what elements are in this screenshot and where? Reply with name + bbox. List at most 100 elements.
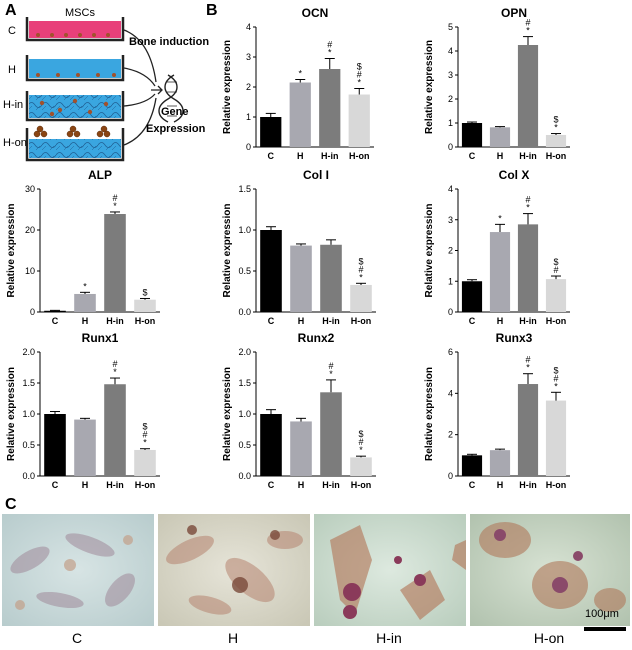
x-tick-label: C (268, 316, 275, 326)
x-tick-label: H-in (519, 480, 537, 490)
y-axis-label: Relative expression (6, 367, 17, 461)
micrograph-h-in (314, 514, 466, 626)
micrograph-panel (2, 514, 630, 631)
bar (348, 94, 370, 147)
y-tick-label: 4 (246, 22, 251, 32)
bar (545, 135, 567, 147)
micrograph-h (158, 514, 310, 626)
chart-title: OCN (302, 6, 329, 20)
group-label-h: H (8, 64, 16, 76)
chart-title: Col I (303, 168, 329, 182)
x-tick-label: C (469, 316, 476, 326)
y-tick-label: 4 (448, 184, 453, 194)
micrograph-c (2, 514, 154, 626)
significance-mark: * (83, 281, 87, 291)
bar (545, 400, 567, 476)
group-label-h-on: H-on (3, 137, 27, 149)
significance-mark: $ (142, 287, 147, 297)
significance-mark: * (359, 272, 363, 282)
bar (320, 392, 342, 476)
x-tick-label: C (52, 480, 59, 490)
significance-mark: * (526, 203, 530, 213)
y-tick-label: 0 (448, 471, 453, 481)
x-tick-label: H-in (106, 480, 124, 490)
y-tick-label: 1.5 (238, 378, 251, 388)
significance-mark: * (359, 445, 363, 455)
bar (461, 455, 483, 476)
x-tick-label: H-in (519, 151, 537, 161)
y-tick-label: 5 (448, 22, 453, 32)
bar (320, 244, 342, 312)
bar (461, 281, 483, 312)
x-tick-label: C (469, 151, 476, 161)
y-tick-label: 1.5 (22, 378, 35, 388)
micrograph-h-on (470, 514, 630, 631)
significance-mark: $ (357, 62, 362, 72)
scale-bar-label: 100μm (585, 608, 619, 620)
significance-mark: # (553, 265, 558, 275)
expression-label: Expression (146, 123, 206, 135)
x-tick-label: H-in (519, 316, 537, 326)
significance-mark: $ (142, 422, 147, 432)
panel-letter-c: C (5, 496, 17, 513)
x-tick-label: H-on (135, 480, 156, 490)
significance-mark: # (358, 264, 363, 274)
y-tick-label: 0.5 (238, 266, 251, 276)
gene-label: Gene (161, 106, 189, 118)
caption-c: C (71, 630, 83, 646)
y-tick-label: 2 (246, 82, 251, 92)
significance-mark: * (113, 367, 117, 377)
bar (44, 414, 66, 476)
x-tick-label: H (497, 316, 504, 326)
y-axis-label: Relative expression (222, 40, 233, 134)
x-tick-label: H-on (546, 151, 567, 161)
significance-mark: # (327, 40, 332, 50)
significance-mark: * (328, 48, 332, 58)
bar (260, 230, 282, 312)
bar (74, 419, 96, 476)
significance-mark: # (112, 359, 117, 369)
bar (489, 232, 511, 312)
y-tick-label: 2 (448, 246, 453, 256)
bar (260, 117, 282, 147)
y-tick-label: 0 (30, 307, 35, 317)
chart-title: Runx1 (82, 331, 119, 345)
y-tick-label: 0.5 (238, 440, 251, 450)
y-tick-label: 0 (246, 142, 251, 152)
chart-title: Runx2 (298, 331, 335, 345)
significance-mark: # (357, 70, 362, 80)
bar (134, 449, 156, 476)
bar (134, 299, 156, 312)
y-axis-label: Relative expression (424, 367, 435, 461)
chart-title: Col X (499, 168, 530, 182)
bar (461, 123, 483, 147)
bar (290, 245, 312, 312)
dish-c: C (8, 17, 125, 42)
y-axis-label: Relative expression (424, 40, 435, 134)
y-tick-label: 2.0 (22, 347, 35, 357)
significance-mark: * (113, 201, 117, 211)
x-tick-label: H-on (135, 316, 156, 326)
convergence-arrows-icon (123, 29, 163, 146)
caption-h-in: H-in (376, 630, 402, 646)
y-tick-label: 0 (448, 307, 453, 317)
significance-mark: * (526, 363, 530, 373)
y-tick-label: 2 (448, 430, 453, 440)
significance-mark: # (525, 18, 530, 28)
chart-title: OPN (501, 6, 527, 20)
chart-col-i: Col I Relative expression 0.0 0.5 1.0 1.5 C H H-… (222, 168, 376, 326)
significance-mark: # (525, 195, 530, 205)
caption-h: H (227, 630, 239, 646)
y-axis-label: Relative expression (222, 367, 233, 461)
chart-title: ALP (88, 168, 112, 182)
significance-mark: # (142, 430, 147, 440)
x-tick-label: H (298, 316, 305, 326)
significance-mark: $ (358, 256, 363, 266)
x-tick-label: H (82, 480, 89, 490)
group-label-c: C (8, 25, 16, 37)
y-tick-label: 1.0 (22, 409, 35, 419)
bar (260, 414, 282, 476)
